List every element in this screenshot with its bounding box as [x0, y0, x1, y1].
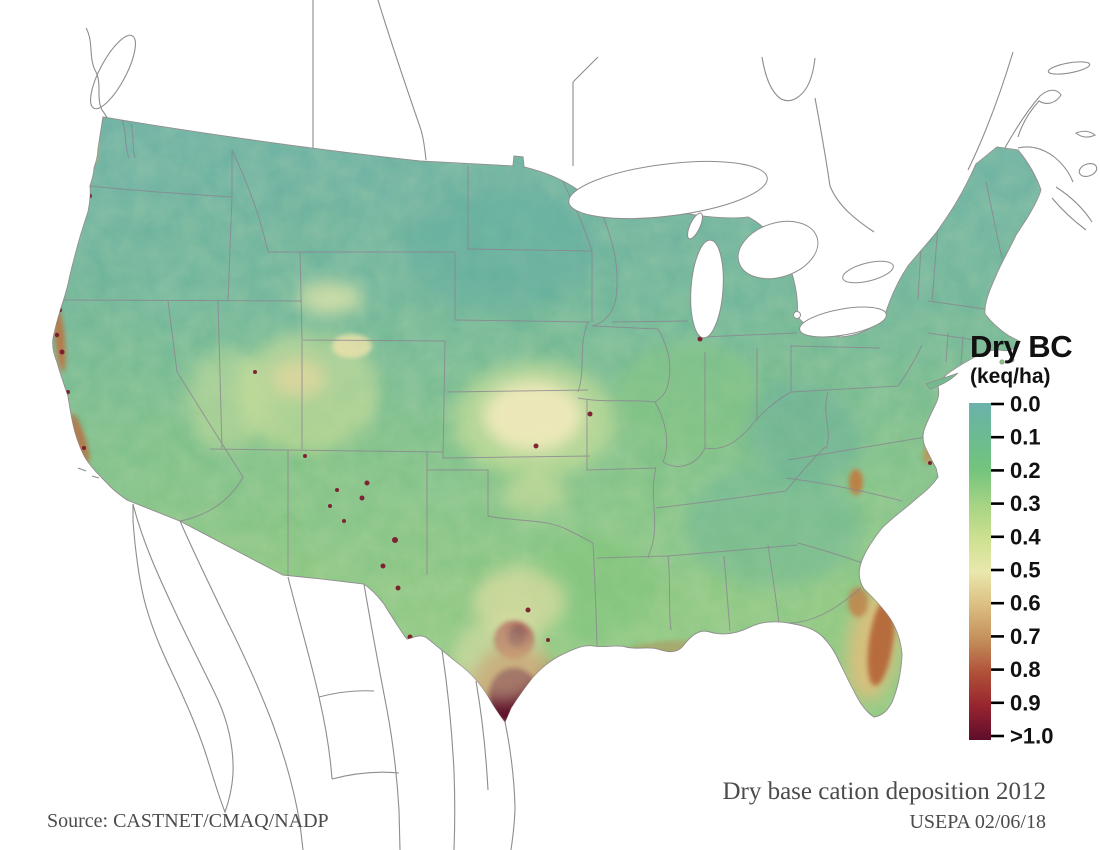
coastal-islands [925, 357, 1015, 390]
point-maximum-dot [525, 607, 531, 613]
lake-erie [799, 306, 887, 338]
point-maximum-dot [86, 168, 90, 172]
legend-colorbar [969, 403, 991, 740]
point-maximum-dot [335, 488, 339, 492]
hotspot-florida-brown-streak [867, 598, 895, 686]
legend-title: Dry BC [970, 329, 1072, 364]
point-maximum-dot [395, 585, 401, 591]
legend-tick-label: 0.0 [1010, 392, 1041, 417]
legend-tick-label: 0.3 [1010, 491, 1041, 516]
anticosti-island [1047, 61, 1091, 75]
st-lawrence-north-shore [967, 51, 1014, 171]
legend-tick-label: 0.2 [1010, 458, 1041, 483]
prince-edward-island [1074, 130, 1097, 138]
hotspot-washington-coast-strip [90, 132, 98, 164]
hotspot-utah-spot [270, 358, 326, 398]
point-maximum-dot [392, 537, 398, 543]
great-lakes [568, 160, 894, 339]
cape-breton [1078, 163, 1098, 177]
agency-credit: USEPA 02/06/18 [909, 811, 1046, 833]
point-maximum-dot [884, 727, 888, 731]
hotspot-kansas-nebraska-cream [483, 380, 583, 452]
point-maximum-dot [342, 519, 346, 523]
point-maximum-dot [54, 332, 60, 338]
green-bay [687, 212, 703, 240]
legend-tick-label: >1.0 [1010, 724, 1053, 749]
legend-tick-label: 0.8 [1010, 657, 1041, 682]
legend-ticks: 0.0 0.1 0.2 0.3 0.4 0.5 0.6 0.7 0.8 0.9 >1.0 [991, 392, 1053, 749]
lake-st-clair [793, 311, 801, 319]
hotspot-appalachia-teal [741, 382, 863, 482]
long-island [925, 372, 959, 390]
legend-tick-label: 0.5 [1010, 558, 1041, 583]
state-borders [56, 119, 1003, 647]
data-source: Source: CASTNET/CMAQ/NADP [47, 810, 329, 832]
point-maximum-dot [359, 495, 365, 501]
legend-tick-label: 0.4 [1010, 524, 1041, 549]
lake-huron [737, 220, 819, 280]
point-maximum-dot [380, 563, 386, 569]
point-maximum-dot [892, 724, 896, 728]
canada-outline [85, 0, 1098, 233]
lake-superior [568, 160, 768, 220]
point-maximum-dot [546, 638, 550, 642]
james-bay-outline [761, 56, 816, 102]
marthas-vineyard [1009, 357, 1015, 363]
legend: Dry BC (keq/ha) 0.0 0.1 0.2 0.3 0.4 0.5 0.6 0.7… [969, 329, 1073, 749]
map-title: Dry base cation deposition 2012 [722, 778, 1046, 805]
hotspot-oklahoma-pale [503, 474, 567, 514]
point-maximum-dot [587, 411, 593, 417]
legend-tick-label: 0.9 [1010, 690, 1041, 715]
point-maximum-dot [303, 454, 307, 458]
gaspe-peninsula [987, 89, 1062, 180]
point-maximum-dot [66, 390, 70, 394]
legend-tick-label: 0.6 [1010, 591, 1041, 616]
hotspot-wyoming-patch [296, 281, 364, 315]
hotspot-colorado-rockies-pale [332, 334, 372, 358]
deposition-hotspots [54, 132, 937, 722]
new-brunswick-coast [1017, 146, 1074, 183]
point-maximum-dot [364, 480, 370, 486]
point-maximum-dot [59, 349, 65, 355]
hotspot-north-florida-spot [848, 587, 868, 617]
legend-tick-label: 0.7 [1010, 624, 1041, 649]
hotspot-southeast-teal [684, 463, 860, 587]
hotspot-virginia-spot [849, 469, 863, 495]
vancouver-island-outline [90, 34, 136, 110]
baja-california [132, 503, 234, 814]
point-maximum-dot [253, 370, 257, 374]
legend-tick-label: 0.1 [1010, 425, 1041, 450]
point-maximum-dot [328, 504, 332, 508]
lake-ontario [842, 260, 894, 284]
point-maximum-dot [876, 724, 880, 728]
nova-scotia [1055, 186, 1093, 223]
mexico-outline [77, 467, 516, 850]
nantucket [999, 359, 1005, 365]
hotspot-california-coast-strip-south [70, 413, 90, 463]
legend-units: (keq/ha) [970, 365, 1051, 388]
point-maximum-dot [533, 443, 539, 449]
sonora-coast [179, 520, 304, 850]
hotspot-midwest-green [616, 342, 760, 454]
hotspot-california-coast-strip-north [54, 308, 66, 372]
point-maximum-dot [928, 461, 932, 465]
hotspot-south-texas-coast-cream [452, 618, 548, 702]
point-maximum-dot [82, 446, 86, 450]
lake-michigan [690, 239, 724, 339]
tamaulipas-coast [504, 721, 516, 850]
